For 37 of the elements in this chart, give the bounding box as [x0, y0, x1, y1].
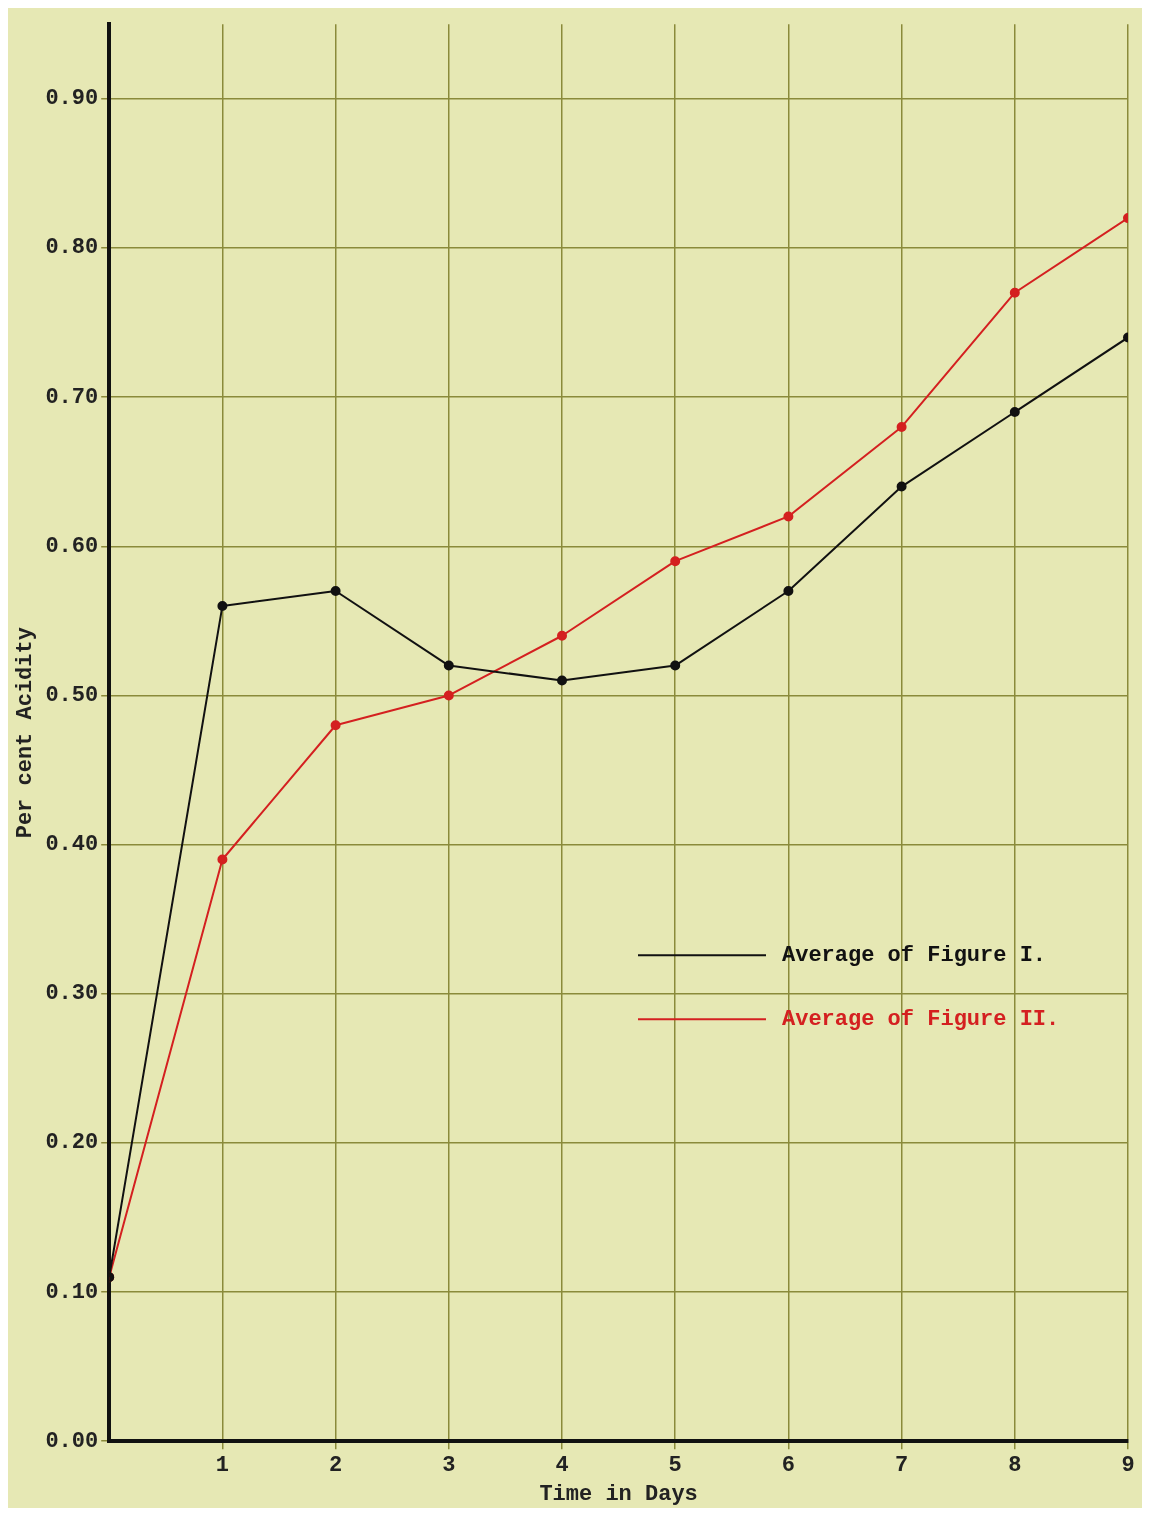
point — [896, 481, 907, 492]
y-tick-label: 0.00 — [45, 1428, 99, 1454]
y-tick-label: 0.50 — [45, 682, 99, 708]
point — [557, 630, 568, 641]
point — [557, 675, 568, 686]
point — [670, 660, 681, 671]
y-tick-label: 0.70 — [45, 384, 99, 410]
y-tick-label: 0.10 — [45, 1279, 99, 1305]
point — [670, 556, 681, 567]
y-tick-label: 0.80 — [45, 235, 99, 261]
x-tick-label: 8 — [1008, 1452, 1022, 1478]
x-tick-label: 2 — [329, 1452, 343, 1478]
point — [783, 511, 794, 522]
point — [1009, 287, 1020, 298]
point — [330, 586, 341, 596]
y-tick-label: 0.20 — [45, 1130, 99, 1156]
point — [896, 421, 907, 432]
point — [443, 660, 454, 671]
point — [783, 586, 794, 596]
point — [330, 720, 341, 731]
x-axis-title: Time in Days — [539, 1482, 698, 1508]
x-tick-label: 9 — [1121, 1452, 1135, 1478]
x-tick-label: 3 — [442, 1452, 456, 1478]
y-tick-label: 0.40 — [45, 832, 99, 858]
point — [217, 854, 228, 865]
x-tick-label: 4 — [555, 1452, 569, 1478]
y-tick-label: 0.90 — [45, 86, 99, 112]
point — [1009, 407, 1020, 418]
y-tick-label: 0.60 — [45, 533, 99, 559]
point — [443, 690, 454, 701]
x-tick-label: 6 — [781, 1452, 795, 1478]
x-tick-label: 7 — [895, 1452, 909, 1478]
x-tick-label: 1 — [215, 1452, 230, 1478]
x-tick-label: 5 — [668, 1452, 682, 1478]
y-tick-label: 0.30 — [45, 981, 99, 1007]
y-axis-title: Per cent Acidity — [12, 627, 38, 839]
point — [217, 600, 228, 611]
